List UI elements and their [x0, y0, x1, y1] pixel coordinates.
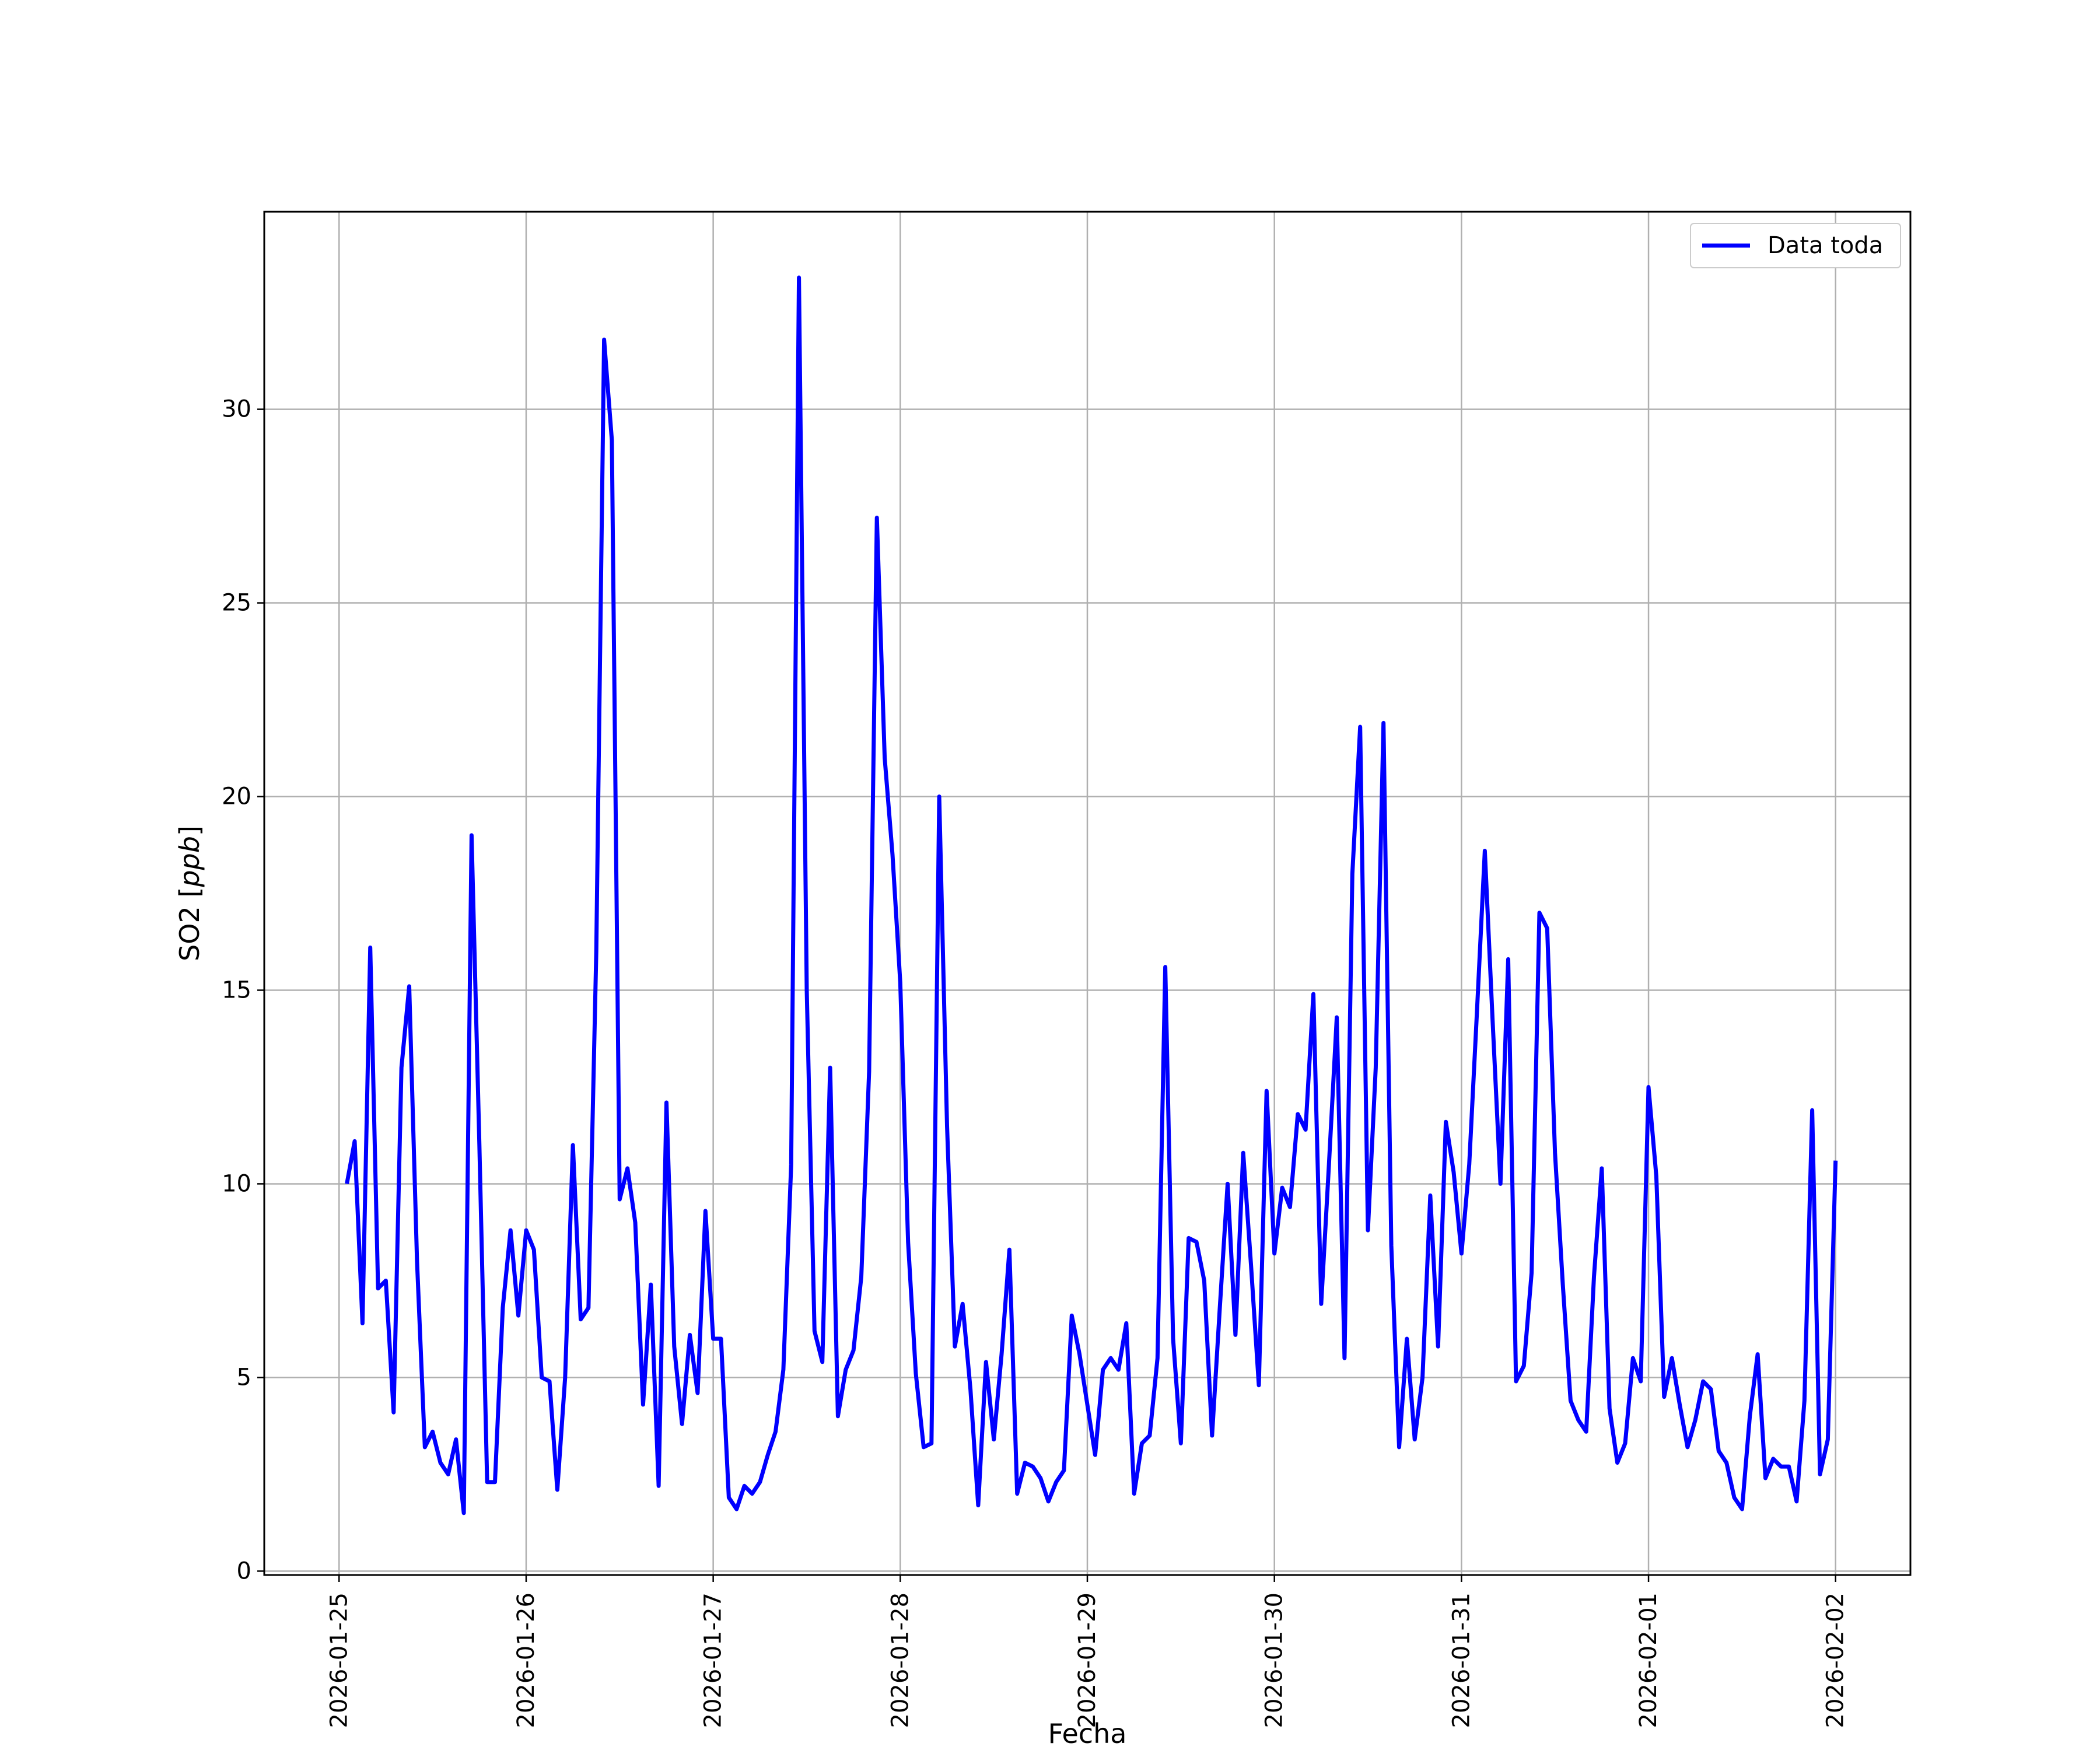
legend: Data toda — [1690, 223, 1901, 268]
x-tick-label: 2026-01-27 — [700, 1592, 727, 1728]
y-tick-label: 10 — [222, 1170, 251, 1197]
x-tick-label: 2026-01-28 — [887, 1592, 914, 1728]
legend-label: Data toda — [1768, 232, 1883, 259]
x-tick-label: 2026-02-01 — [1635, 1592, 1662, 1728]
y-axis-label-end: ] — [174, 825, 205, 836]
y-tick-label: 30 — [222, 396, 251, 423]
x-tick-label: 2026-01-25 — [326, 1592, 352, 1728]
y-tick-label: 25 — [222, 590, 251, 617]
y-axis-label-text: SO2 [ — [174, 887, 205, 961]
data-series — [345, 275, 1838, 1516]
x-tick-label: 2026-01-31 — [1448, 1592, 1475, 1728]
series-line — [345, 275, 1838, 1516]
x-tick-label: 2026-01-29 — [1074, 1592, 1101, 1728]
legend-box — [1690, 223, 1901, 268]
y-axis-label-unit: ppb — [174, 836, 205, 888]
y-tick-label: 0 — [237, 1558, 251, 1584]
grid — [264, 212, 1910, 1575]
x-tick-label: 2026-02-02 — [1822, 1592, 1849, 1728]
x-tick-label: 2026-01-30 — [1261, 1592, 1288, 1728]
y-tick-label: 20 — [222, 783, 251, 810]
y-axis-ticks: 0 5 10 15 20 25 30 — [222, 396, 264, 1584]
x-axis-ticks: 2026-01-25 2026-01-26 2026-01-27 2026-01-28… — [326, 1575, 1849, 1728]
x-axis-label: Fecha — [1048, 1718, 1127, 1749]
x-tick-label: 2026-01-26 — [513, 1592, 540, 1728]
y-tick-label: 5 — [237, 1364, 251, 1391]
y-tick-label: 15 — [222, 977, 251, 1003]
y-axis-label: SO2 [ppb] — [174, 825, 205, 961]
